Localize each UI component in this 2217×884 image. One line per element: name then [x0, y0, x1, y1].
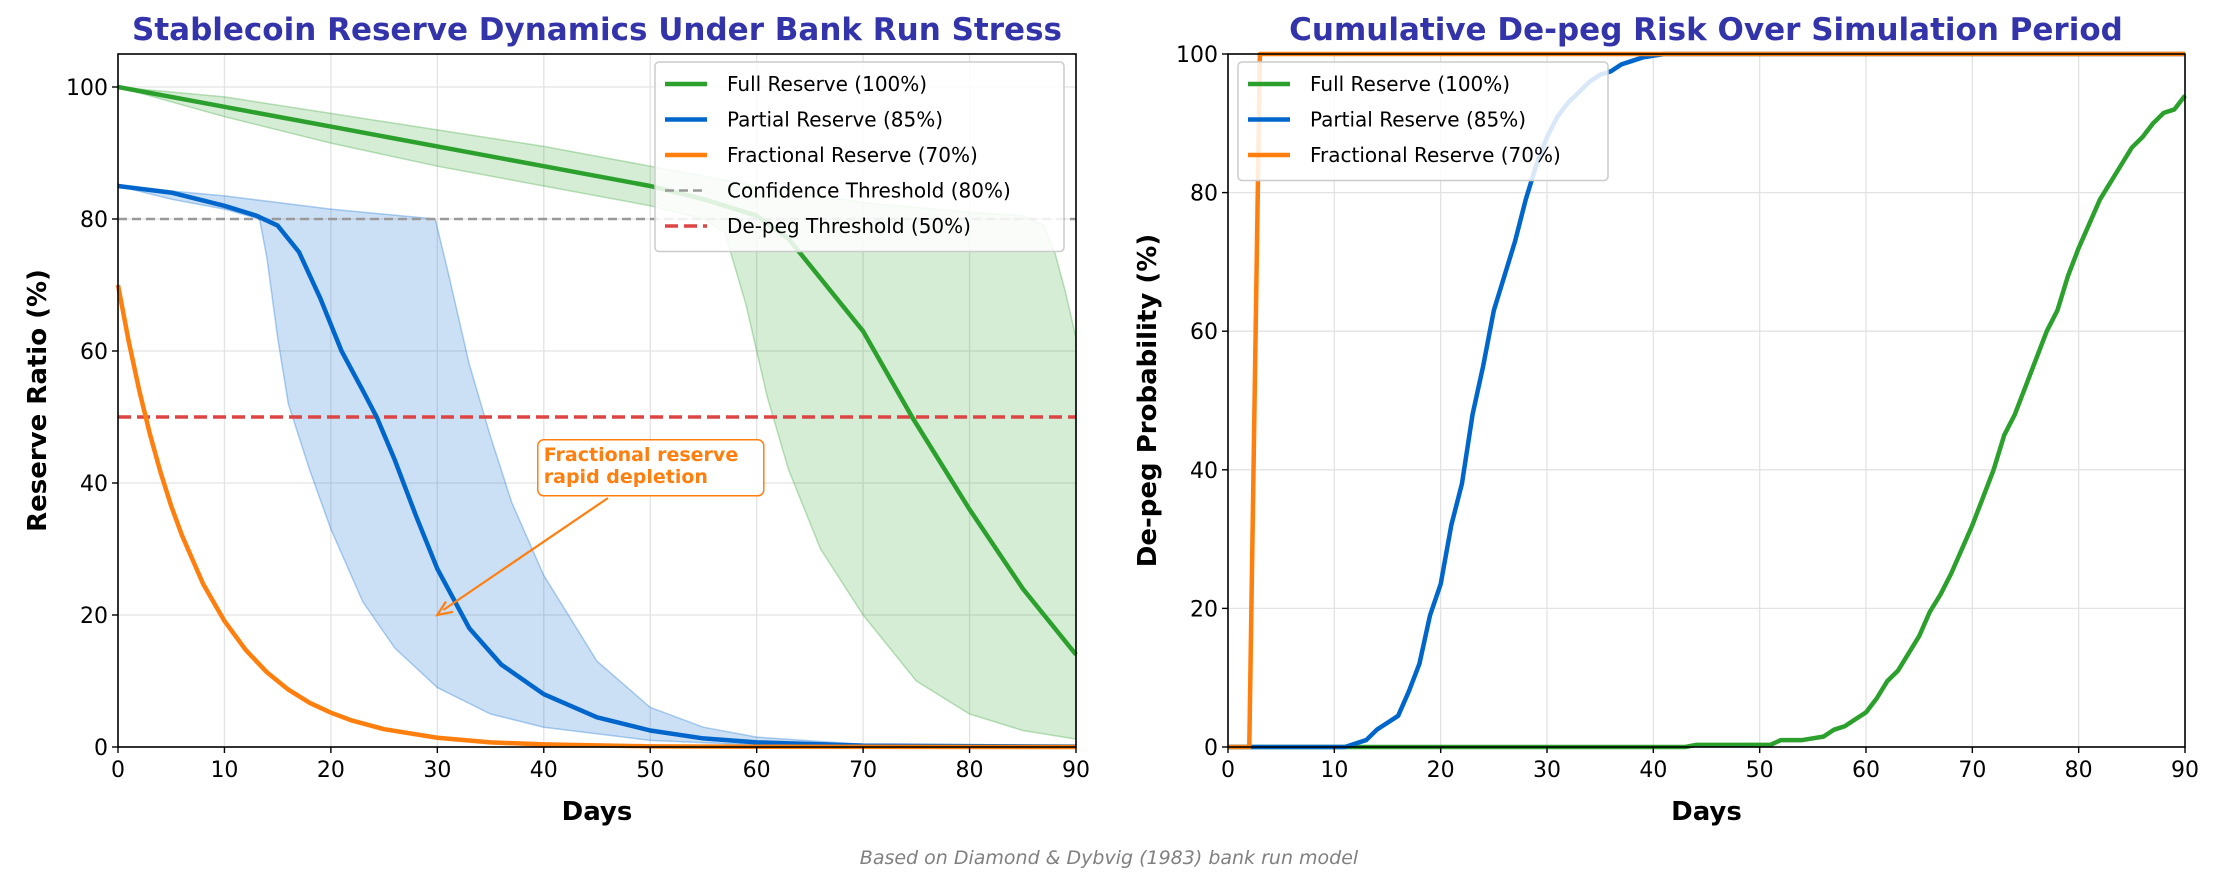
annotation-arrow-head: [435, 600, 454, 617]
series-line-0: [1228, 94, 2187, 750]
legend: Full Reserve (100%) Partial Reserve (85%)…: [654, 61, 1065, 253]
series-line-1: [117, 183, 1077, 749]
x-tick-label: 50: [1746, 758, 1774, 783]
x-tick-label: 70: [1958, 758, 1986, 783]
reserve-ratio-chart: 0 10 20 30 40 50 60 70 80 90 0 20 40 60 80 100 Stablecoi…: [23, 12, 1090, 827]
axes-frame: [117, 53, 1077, 748]
annotation-text-line: rapid depletion: [544, 466, 708, 488]
annotation-arrow-line: [442, 497, 609, 611]
legend: Full Reserve (100%) Partial Reserve (85%)…: [1237, 61, 1609, 182]
x-tick-label: 40: [530, 758, 558, 783]
axes-frame: [1227, 53, 2186, 748]
x-tick-label: 80: [2065, 758, 2093, 783]
x-tick-label: 60: [743, 758, 771, 783]
legend-box: [654, 61, 1065, 253]
x-tick-label: 10: [210, 758, 238, 783]
y-tick-label: 100: [1176, 43, 1218, 68]
series-line-1: [1228, 51, 2185, 750]
x-tick-label: 70: [849, 758, 877, 783]
y-tick-label: 0: [1204, 736, 1218, 761]
y-tick-label: 80: [1190, 182, 1218, 207]
y-tick-label: 40: [1190, 459, 1218, 484]
x-tick-label: 20: [1427, 758, 1455, 783]
x-tick-label: 10: [1320, 758, 1348, 783]
x-axis-label: Days: [1671, 797, 1742, 827]
x-tick-label: 90: [1062, 758, 1090, 783]
legend-label-0: Full Reserve (100%): [727, 72, 927, 96]
x-tick-label: 80: [956, 758, 984, 783]
annotation-box: [537, 439, 765, 497]
x-tick-label: 40: [1639, 758, 1667, 783]
y-tick-label: 60: [80, 340, 108, 365]
y-tick-label: 80: [80, 208, 108, 233]
depeg-probability-chart: 0 10 20 30 40 50 60 70 80 90 0 20 40 60 80 100 Cumulativ…: [1133, 12, 2199, 827]
legend-label-4: De-peg Threshold (50%): [727, 214, 971, 238]
legend-label-0: Full Reserve (100%): [1310, 72, 1510, 96]
legend-label-2: Fractional Reserve (70%): [727, 143, 978, 167]
x-axis-label: Days: [562, 797, 633, 827]
legend-label-2: Fractional Reserve (70%): [1310, 143, 1561, 167]
x-tick-label: 30: [1533, 758, 1561, 783]
y-tick-label: 20: [80, 604, 108, 629]
x-tick-label: 90: [2171, 758, 2199, 783]
legend-label-1: Partial Reserve (85%): [727, 108, 943, 132]
footer-note: Based on Diamond & Dybvig (1983) bank ru…: [860, 847, 1359, 869]
chart-title: Cumulative De-peg Risk Over Simulation P…: [1289, 12, 2123, 48]
x-tick-label: 50: [636, 758, 664, 783]
y-axis-label: De-peg Probability (%): [1133, 234, 1163, 567]
annotation-text-line: Fractional reserve: [544, 444, 738, 466]
x-tick-label: 20: [317, 758, 345, 783]
legend-label-1: Partial Reserve (85%): [1310, 108, 1526, 132]
y-tick-label: 40: [80, 472, 108, 497]
y-tick-label: 20: [1190, 597, 1218, 622]
y-tick-label: 0: [94, 736, 108, 761]
x-tick-label: 30: [423, 758, 451, 783]
y-axis-label: Reserve Ratio (%): [23, 269, 53, 532]
x-tick-label: 0: [111, 758, 125, 783]
y-tick-label: 60: [1190, 320, 1218, 345]
legend-label-3: Confidence Threshold (80%): [727, 179, 1011, 203]
chart-title: Stablecoin Reserve Dynamics Under Bank R…: [132, 12, 1062, 48]
x-tick-label: 0: [1221, 758, 1235, 783]
y-tick-label: 100: [66, 76, 108, 101]
legend-box: [1237, 61, 1609, 182]
series-line-2: [115, 284, 1077, 750]
x-tick-label: 60: [1852, 758, 1880, 783]
